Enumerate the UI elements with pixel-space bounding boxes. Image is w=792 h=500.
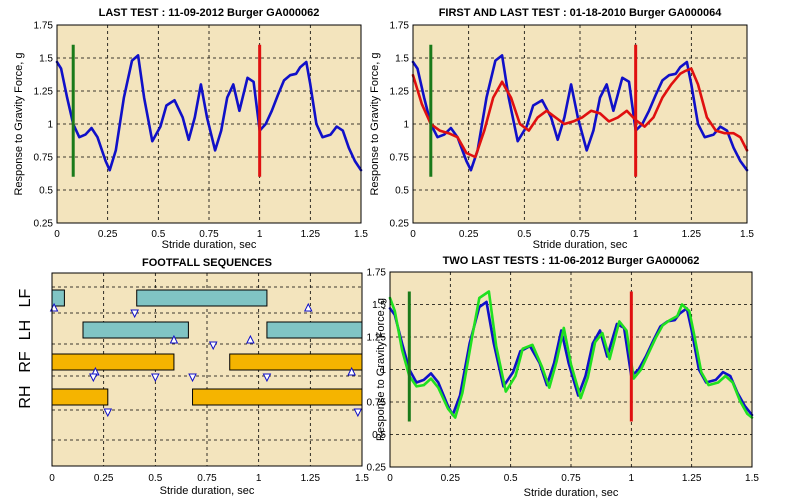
x-tick-label: 0.5 <box>151 229 165 240</box>
x-tick-label: 0.5 <box>504 473 518 484</box>
y-tick-label: 1.5 <box>39 54 53 65</box>
y-tick-label: 1.5 <box>372 300 386 311</box>
x-tick-label: 1 <box>629 473 635 484</box>
event-up-triangle <box>169 334 179 344</box>
y-tick-label: 1.25 <box>34 87 54 98</box>
plot-frame <box>412 24 748 224</box>
series-line-0 <box>411 54 749 172</box>
y-tick-label: 0.25 <box>34 219 54 230</box>
x-tick-label: 1 <box>256 473 262 484</box>
event-down-triangle <box>103 408 113 418</box>
plot-frame <box>56 24 362 224</box>
x-tick-label: 0 <box>54 229 60 240</box>
stance-bar-lh <box>82 321 189 339</box>
event-up-triangle <box>347 366 356 376</box>
stance-bar-rf <box>51 353 175 371</box>
x-tick-label: 0.25 <box>441 473 461 484</box>
y-tick-label: 0.75 <box>34 153 54 164</box>
x-tick-label: 0.75 <box>199 229 219 240</box>
stance-bar-rh <box>192 388 363 406</box>
series-line-0 <box>55 54 363 172</box>
chart-title: LAST TEST : 11-09-2012 Burger GA000062 <box>99 7 320 19</box>
x-tick-label: 1.5 <box>354 229 368 240</box>
stance-bar-lh <box>266 321 363 339</box>
y-axis-label: Response to Gravity Force, g <box>369 52 381 195</box>
y-tick-label: 1.25 <box>367 333 387 344</box>
y-tick-label: 1 <box>47 120 53 131</box>
y-tick-label: 0.25 <box>367 463 387 474</box>
row-label-rf: RF <box>17 351 34 373</box>
stance-bar-rh <box>51 388 109 406</box>
x-tick-label: 0.25 <box>94 473 114 484</box>
event-down-triangle <box>208 341 218 351</box>
chart-title: FIRST AND LAST TEST : 01-18-2010 Burger … <box>439 7 723 19</box>
y-tick-label: 1.75 <box>390 21 410 32</box>
x-tick-label: 0.25 <box>98 229 118 240</box>
y-tick-label: 1.75 <box>367 268 387 279</box>
chart-two-last-tests: 0 0.25 0.5 0.75 1 1.25 1.50.250.50.7511.251.51… <box>367 255 760 499</box>
x-tick-label: 0 <box>387 473 393 484</box>
row-label-lf: LF <box>17 288 34 307</box>
event-up-triangle <box>303 302 313 312</box>
x-tick-label: 1.25 <box>682 229 702 240</box>
x-tick-label: 1.5 <box>745 473 759 484</box>
y-tick-label: 1 <box>380 365 386 376</box>
stance-bar-lf <box>136 289 268 307</box>
y-tick-label: 0.75 <box>390 153 410 164</box>
y-tick-label: 1.75 <box>34 21 54 32</box>
chart-last-test: 0 0.25 0.5 0.75 1 1.25 1.50.250.50.7511.251.51… <box>13 7 368 251</box>
chart-title: TWO LAST TESTS : 11-06-2012 Burger GA000… <box>443 255 700 267</box>
y-tick-label: 0.5 <box>39 186 53 197</box>
series-line-1 <box>388 290 754 419</box>
x-axis-label: Stride duration, sec <box>160 485 255 497</box>
x-tick-label: 1 <box>257 229 263 240</box>
x-tick-label: 1.25 <box>682 473 702 484</box>
x-tick-label: 1.5 <box>355 473 369 484</box>
y-tick-label: 0.75 <box>367 398 387 409</box>
x-tick-label: 0.5 <box>517 229 531 240</box>
row-label-rh: RH <box>17 385 34 408</box>
x-axis-label: Stride duration, sec <box>533 239 628 251</box>
chart-title: FOOTFALL SEQUENCES <box>142 257 272 269</box>
x-tick-label: 0 <box>410 229 416 240</box>
event-down-triangle <box>89 373 98 383</box>
x-tick-label: 0.25 <box>459 229 479 240</box>
x-tick-label: 0.75 <box>561 473 581 484</box>
y-tick-label: 1.25 <box>390 87 410 98</box>
chart-first-and-last-test: 0 0.25 0.5 0.75 1 1.25 1.50.250.50.7511.251.51… <box>369 7 754 251</box>
y-tick-label: 0.5 <box>372 430 386 441</box>
y-axis-label: Response to Gravity Force, g <box>13 52 25 195</box>
event-up-triangle <box>246 334 255 344</box>
x-tick-label: 1.25 <box>301 229 321 240</box>
x-axis-label: Stride duration, sec <box>524 487 619 499</box>
stance-bar-rf <box>229 353 363 371</box>
y-axis-label: Response to Gravity Force, g <box>375 298 387 441</box>
x-tick-label: 1.25 <box>301 473 321 484</box>
x-axis-label: Stride duration, sec <box>162 239 257 251</box>
y-tick-label: 0.5 <box>395 186 409 197</box>
x-tick-label: 1.5 <box>740 229 754 240</box>
x-tick-label: 0.75 <box>570 229 590 240</box>
event-down-triangle <box>188 373 197 383</box>
y-tick-label: 1 <box>403 120 409 131</box>
event-down-triangle <box>151 373 160 383</box>
plot-frame <box>51 272 363 467</box>
x-tick-label: 0 <box>49 473 55 484</box>
event-down-triangle <box>130 309 139 319</box>
y-tick-label: 1.5 <box>395 54 409 65</box>
plot-frame <box>389 271 753 468</box>
x-tick-label: 0.5 <box>148 473 162 484</box>
chart-footfall-sequences: 0 0.25 0.5 0.75 1 1.25 1.5 LF LH RF RH FOOTFALL SEQ… <box>17 257 369 497</box>
y-tick-label: 0.25 <box>390 219 410 230</box>
event-down-triangle <box>262 373 272 383</box>
row-label-lh: LH <box>17 320 34 340</box>
x-tick-label: 1 <box>633 229 639 240</box>
event-down-triangle <box>353 408 363 418</box>
series-line-1 <box>411 67 749 159</box>
x-tick-label: 0.75 <box>197 473 217 484</box>
